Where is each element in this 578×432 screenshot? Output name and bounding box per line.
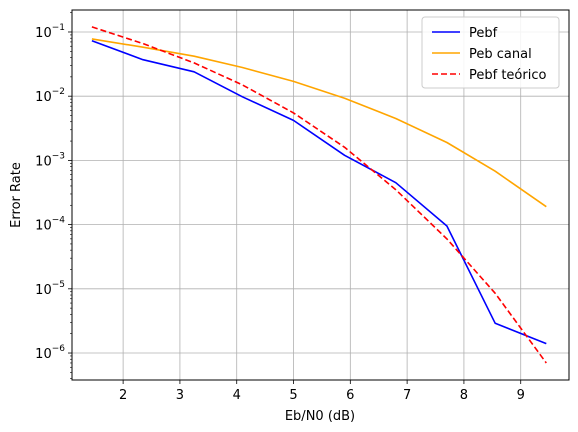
legend: Pebf Peb canal Pebf teórico bbox=[421, 16, 560, 89]
y-tick-label: 10−2 bbox=[35, 87, 65, 105]
y-axis-ticks: 10−6 10−5 10−4 10−3 10−2 10−1 bbox=[35, 12, 72, 379]
x-tick-label: 2 bbox=[119, 388, 127, 403]
y-tick-label: 10−1 bbox=[35, 23, 65, 41]
x-tick-label: 7 bbox=[403, 388, 411, 403]
series-line-2 bbox=[91, 38, 547, 208]
y-axis-label: Error Rate bbox=[9, 162, 24, 228]
x-tick-label: 5 bbox=[289, 388, 297, 403]
y-tick-label: 10−6 bbox=[35, 344, 65, 362]
y-tick-label: 10−4 bbox=[35, 216, 65, 234]
series-layer bbox=[91, 26, 547, 364]
legend-label-1: Pebf bbox=[469, 26, 498, 41]
series-line-3 bbox=[91, 26, 547, 364]
legend-label-2: Peb canal bbox=[469, 47, 532, 62]
x-tick-label: 8 bbox=[460, 388, 468, 403]
x-tick-label: 4 bbox=[233, 388, 241, 403]
x-axis-ticks: 2 3 4 5 6 7 8 9 bbox=[119, 380, 525, 403]
y-tick-label: 10−3 bbox=[35, 151, 65, 169]
series-line-1 bbox=[91, 40, 547, 345]
legend-label-3: Pebf teórico bbox=[469, 68, 546, 83]
x-tick-label: 9 bbox=[517, 388, 525, 403]
x-tick-label: 3 bbox=[176, 388, 184, 403]
legend-box bbox=[421, 16, 560, 89]
y-tick-label: 10−5 bbox=[35, 280, 65, 298]
x-axis-label: Eb/N0 (dB) bbox=[285, 409, 355, 424]
x-tick-label: 6 bbox=[346, 388, 354, 403]
plot-area-frame bbox=[71, 9, 570, 381]
